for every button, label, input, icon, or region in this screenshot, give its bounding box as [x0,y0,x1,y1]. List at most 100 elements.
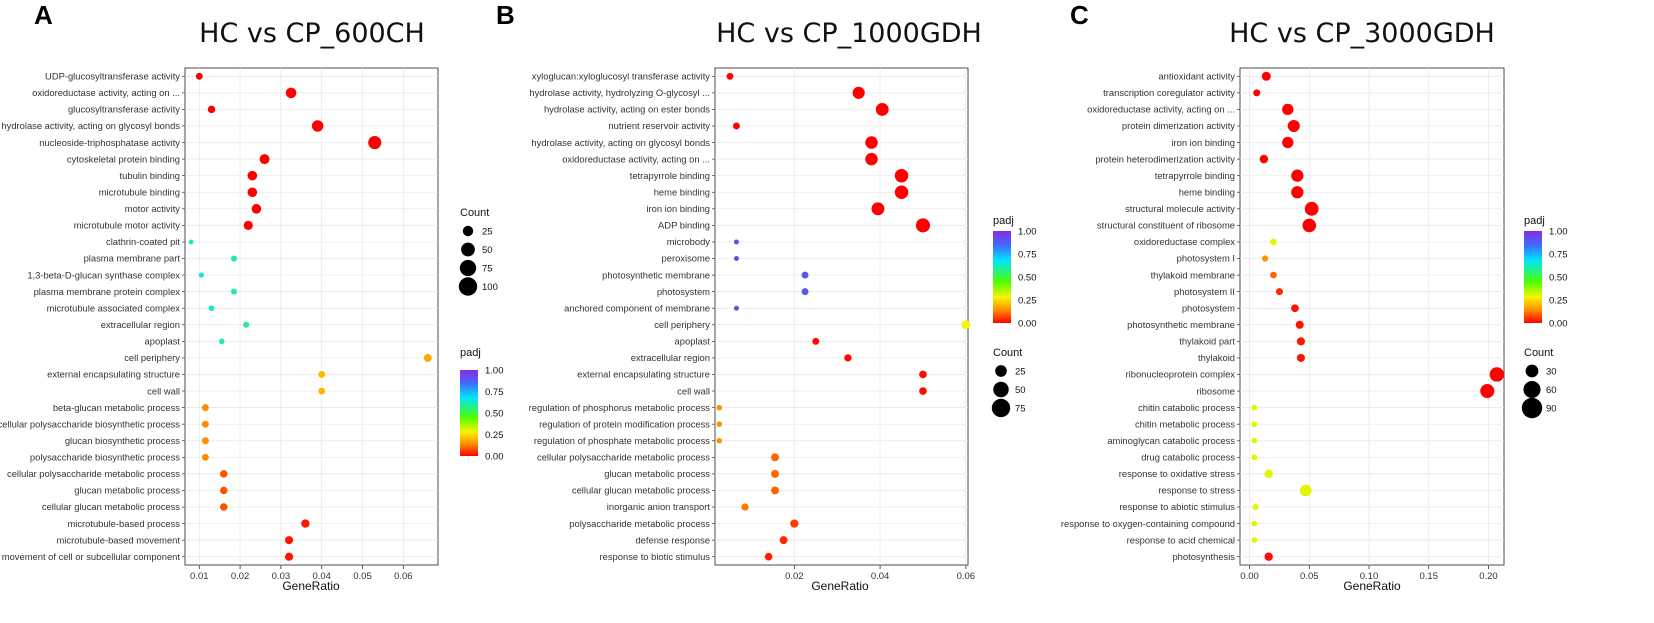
term-label: glucan biosynthetic process [65,435,180,446]
panel-a-x-axis-label: GeneRatio [282,579,340,593]
panel-c-term-labels: antioxidant activity transcription coregu… [1061,70,1240,562]
term-label: polysaccharide metabolic process [569,518,710,529]
data-point [771,453,780,462]
data-point [1251,454,1258,461]
term-label: movement of cell or subcellular componen… [2,551,181,562]
term-label: protein dimerization activity [1122,120,1235,131]
data-point [251,204,262,214]
data-point [220,486,228,495]
data-point [284,552,294,561]
data-point [733,256,739,262]
term-label: UDP-glucosyltransferase activity [45,70,180,81]
panel-a-x-ticks: 0.01 0.02 0.03 0.04 0.05 0.06 [190,565,413,582]
panel-a-color-legend: padj 1.00 0.75 0.50 0.25 0.00 [460,347,504,463]
term-label: motor activity [125,203,181,214]
term-label: hydrolase activity, acting on glycosyl b… [1,120,180,131]
x-tick-label: 0.00 [1240,571,1259,582]
term-label: response to biotic stimulus [600,551,711,562]
term-label: photosystem I [1177,253,1235,264]
panel-a-color-legend-title: padj [460,347,481,359]
size-legend-dot [462,225,474,237]
data-point [198,272,204,278]
color-legend-label: 0.50 [1549,273,1568,284]
data-point [1291,186,1304,199]
term-label: plasma membrane protein complex [34,286,181,297]
data-point [852,86,865,99]
size-legend-label: 25 [1015,367,1026,378]
term-label: extracellular region [101,319,180,330]
term-label: apoplast [675,336,711,347]
data-point [301,519,310,528]
data-point [1291,304,1299,313]
data-point [716,437,723,444]
term-label: photosynthetic membrane [1127,319,1235,330]
data-point [733,239,739,245]
panel-b-size-legend-title: Count [993,347,1022,359]
term-label: microtubule binding [99,186,180,197]
data-point [201,453,209,461]
term-label: structural molecule activity [1125,203,1235,214]
term-label: photosynthesis [1172,551,1235,562]
color-legend-label: 0.25 [1018,296,1037,307]
x-tick-label: 0.06 [957,571,976,582]
size-legend-label: 50 [482,245,493,256]
data-point [259,154,270,165]
data-point [1291,169,1304,182]
data-point [1261,255,1269,262]
size-legend-dot [461,242,475,257]
term-label: ADP binding [658,220,710,231]
term-label: apoplast [145,336,181,347]
data-point [1296,353,1305,362]
data-point [875,102,889,116]
term-label: aminoglycan catabolic process [1107,435,1235,446]
data-point [230,255,237,262]
term-label: hydrolase activity, acting on glycosyl b… [531,137,710,148]
panel-b-color-legend-title: padj [993,215,1014,227]
term-label: hydrolase activity, acting on ester bond… [544,104,710,115]
size-legend-dot [1525,364,1539,378]
term-label: cell wall [677,385,710,396]
term-label: glucan metabolic process [604,468,710,479]
panel-c-points [1251,71,1505,561]
data-point [1264,469,1273,479]
panel-c-x-axis-label: GeneRatio [1343,579,1401,593]
data-point [919,370,927,379]
panel-a-title: HC vs CP_600CH [199,18,425,49]
color-legend-label: 0.25 [1549,296,1568,307]
data-point [285,87,297,99]
size-legend-label: 30 [1546,367,1557,378]
data-point [741,503,749,511]
term-label: glucosyltransferase activity [68,104,180,115]
term-label: photosystem II [1174,286,1235,297]
term-label: response to abiotic stimulus [1119,501,1235,512]
term-label: structural constituent of ribosome [1097,220,1235,231]
term-label: response to stress [1158,485,1235,496]
term-label: antioxidant activity [1158,70,1235,81]
x-tick-label: 0.04 [871,571,890,582]
term-label: tubulin binding [120,170,180,181]
panel-b-color-legend: padj 1.00 0.75 0.50 0.25 0.00 [993,215,1037,330]
panel-c-size-legend-title: Count [1524,347,1553,359]
data-point [1282,136,1294,149]
data-point [771,486,780,495]
panel-a-plot-area [184,67,439,566]
data-point [915,218,931,233]
data-point [844,354,852,362]
term-label: oxidoreductase activity, acting on ... [32,87,180,98]
term-label: response to oxygen-containing compound [1061,518,1235,529]
data-point [801,288,809,296]
size-legend-dot [1521,397,1543,419]
panel-c-title: HC vs CP_3000GDH [1229,18,1495,49]
data-point [894,185,909,199]
x-tick-label: 0.04 [312,571,331,582]
color-legend-label: 0.75 [1549,250,1568,261]
data-point [1287,119,1300,133]
term-label: peroxisome [662,253,710,264]
term-label: thylakoid membrane [1151,269,1235,280]
data-point [1251,437,1258,444]
term-label: cell periphery [124,352,180,363]
panel-b-title: HC vs CP_1000GDH [716,18,982,49]
panel-b-size-legend: Count 25 50 75 [991,347,1026,418]
color-legend-label: 0.75 [1018,250,1037,261]
